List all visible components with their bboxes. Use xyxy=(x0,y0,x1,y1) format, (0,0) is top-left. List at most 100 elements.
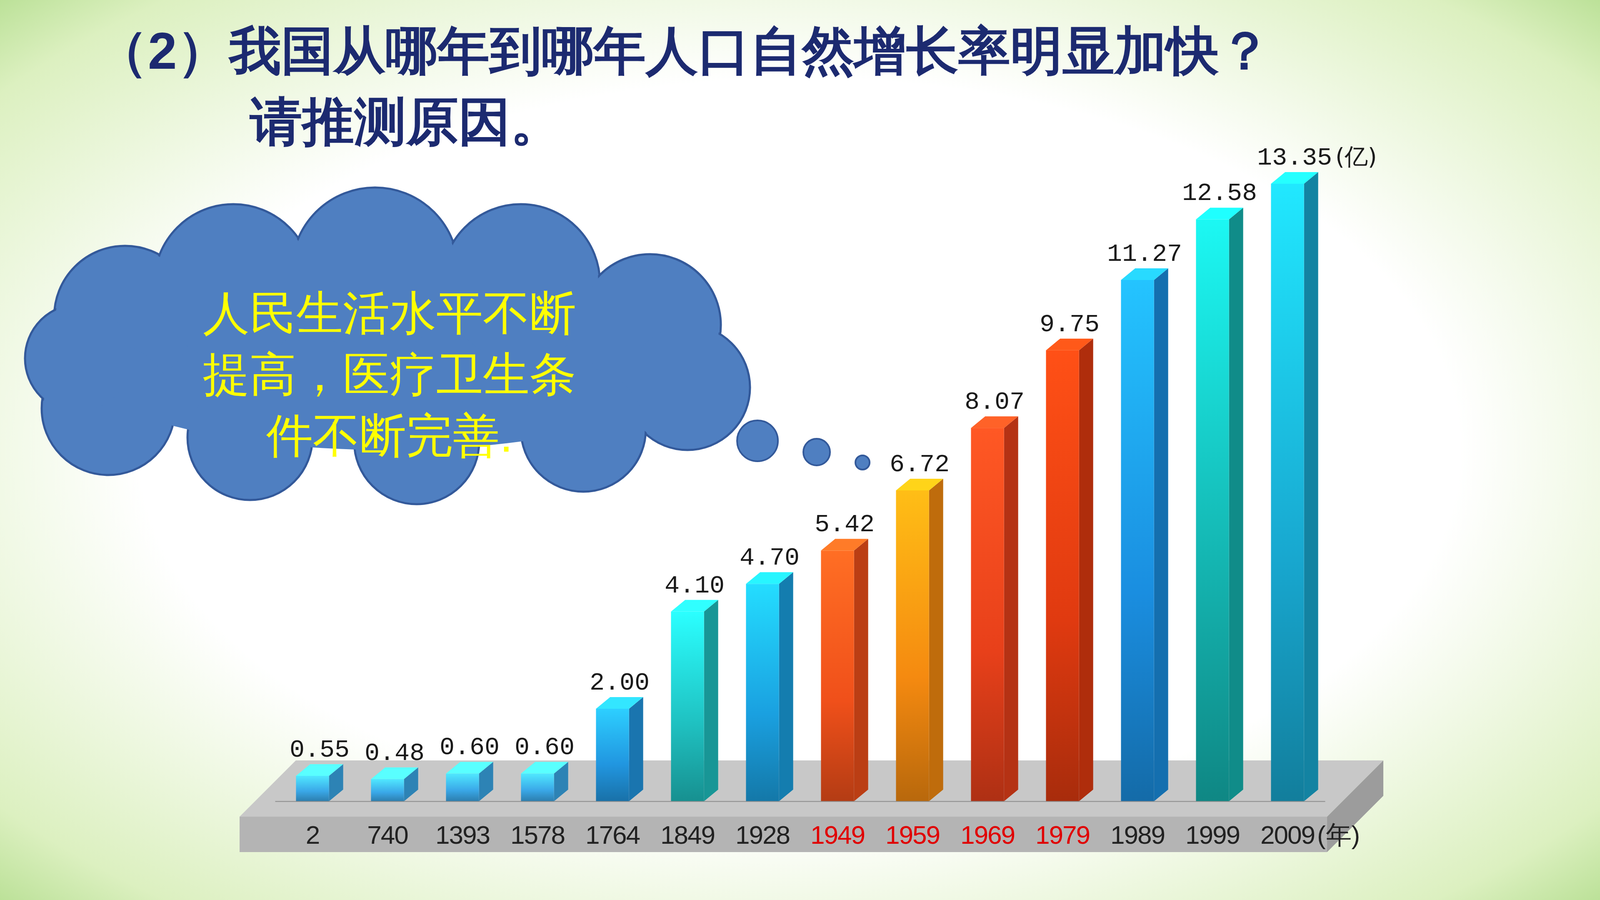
data-label: 5.42 xyxy=(814,510,875,539)
bar xyxy=(1045,350,1079,802)
x-tick-label: 1393 xyxy=(435,820,490,850)
annotation-line: 提高，医疗卫生条 xyxy=(202,348,577,401)
x-tick: 1999 xyxy=(1185,801,1240,850)
data-label: 13.35 xyxy=(1257,143,1333,173)
platform-front xyxy=(239,816,1328,853)
x-tick: 2 xyxy=(305,801,320,850)
bar-side xyxy=(704,600,719,802)
x-tick-label: 1928 xyxy=(735,820,790,850)
y-unit: (亿) xyxy=(1335,142,1378,170)
data-label: 12.58 xyxy=(1182,179,1258,208)
bar xyxy=(670,611,704,802)
x-tick-label: 2 xyxy=(305,820,320,850)
x-tick: 1393 xyxy=(435,801,490,850)
data-label: 2.00 xyxy=(589,668,650,698)
x-unit: (年) xyxy=(1317,820,1360,850)
bar-side xyxy=(779,572,794,802)
bar xyxy=(820,550,854,802)
bar-side xyxy=(1304,172,1319,802)
data-label: 11.27 xyxy=(1107,240,1183,269)
thought-bubble xyxy=(737,420,778,462)
x-tick: 1989 xyxy=(1110,801,1165,850)
annotation-line: 件不断完善. xyxy=(266,409,513,462)
x-tick: 1928 xyxy=(735,801,790,850)
x-tick-label: 1969 xyxy=(960,820,1015,850)
x-tick-label: 1764 xyxy=(585,820,640,850)
x-axis: 2 740 1393 1578 1764 1849 1928 1949 1959 1969 1979… xyxy=(275,801,1361,850)
x-tick: 1979 xyxy=(1035,801,1090,850)
bar-side xyxy=(929,478,944,802)
bar-top xyxy=(670,600,718,612)
thought-bubble xyxy=(803,438,830,466)
bar xyxy=(970,427,1004,802)
bar-side xyxy=(1154,268,1169,802)
bar xyxy=(1120,280,1154,802)
data-label: 8.07 xyxy=(964,387,1025,417)
x-tick-label: 1949 xyxy=(810,820,865,850)
x-tick-label: 1989 xyxy=(1110,820,1165,850)
title: （2）我国从哪年到哪年人口自然增长率明显加快？ xyxy=(95,21,1271,80)
bar-top xyxy=(970,416,1018,428)
x-tick-label: 1849 xyxy=(660,820,715,850)
x-tick: 740 xyxy=(367,801,408,850)
bar-top xyxy=(1045,338,1093,351)
bar xyxy=(895,490,929,802)
data-label: 4.70 xyxy=(739,543,800,573)
bar-side xyxy=(1229,207,1244,802)
bar-top xyxy=(370,767,418,780)
x-tick-label: 2009 xyxy=(1260,820,1315,850)
x-tick: 1578 xyxy=(510,801,565,850)
subtitle: 请推测原因。 xyxy=(249,92,563,151)
bar-top xyxy=(1195,207,1243,220)
cloud: 人民生活水平不断提高，医疗卫生条件不断完善. xyxy=(25,187,870,505)
x-tick: 1969 xyxy=(960,801,1015,850)
bar-side xyxy=(1079,338,1094,802)
cloud-fill xyxy=(26,305,132,411)
bars xyxy=(295,172,1318,802)
bar-side xyxy=(854,538,869,802)
bar xyxy=(520,773,554,802)
data-label: 4.10 xyxy=(664,571,725,600)
bar xyxy=(1195,219,1229,802)
x-tick: 1959 xyxy=(885,801,940,850)
annotation: 人民生活水平不断提高，医疗卫生条件不断完善. xyxy=(202,287,577,462)
bar-top xyxy=(745,572,793,584)
x-tick: 1849 xyxy=(660,801,715,850)
x-tick: 1949 xyxy=(810,801,865,850)
data-label: 0.55 xyxy=(289,735,350,765)
annotation-line: 人民生活水平不断 xyxy=(202,287,577,340)
background xyxy=(0,0,1600,900)
bar xyxy=(595,708,629,802)
bar-top xyxy=(520,761,568,774)
bar xyxy=(370,779,404,802)
data-label: 0.48 xyxy=(364,739,425,768)
bar xyxy=(745,583,779,802)
data-label: 6.72 xyxy=(889,450,950,479)
x-tick-label: 1979 xyxy=(1035,820,1090,850)
data-label: 0.60 xyxy=(514,733,575,762)
bar xyxy=(1270,183,1304,802)
x-tick-label: 740 xyxy=(367,820,408,850)
bar xyxy=(295,775,329,802)
x-tick-label: 1959 xyxy=(885,820,940,850)
bar xyxy=(445,773,479,802)
bar-top xyxy=(1270,172,1318,184)
bar-top xyxy=(895,478,943,491)
x-tick: 2009 xyxy=(1260,801,1315,850)
x-tick-label: 1999 xyxy=(1185,820,1240,850)
bar-top xyxy=(1120,268,1168,280)
x-tick: 1764 xyxy=(585,801,640,850)
cloud-fill xyxy=(626,326,749,449)
bar-side xyxy=(1004,416,1019,802)
data-label: 0.60 xyxy=(439,733,500,762)
x-axis-line xyxy=(275,801,1326,803)
bar-top xyxy=(595,697,643,709)
data-label: 9.75 xyxy=(1039,310,1100,339)
thought-bubble xyxy=(855,455,870,470)
x-tick-label: 1578 xyxy=(510,820,565,850)
bar-top xyxy=(820,538,868,551)
bar-side xyxy=(629,697,644,802)
bar-top xyxy=(295,764,343,776)
bar-top xyxy=(445,761,493,774)
chart: （2）我国从哪年到哪年人口自然增长率明显加快？ 请推测原因。 0.55 0.48 0.6… xyxy=(0,0,1600,900)
